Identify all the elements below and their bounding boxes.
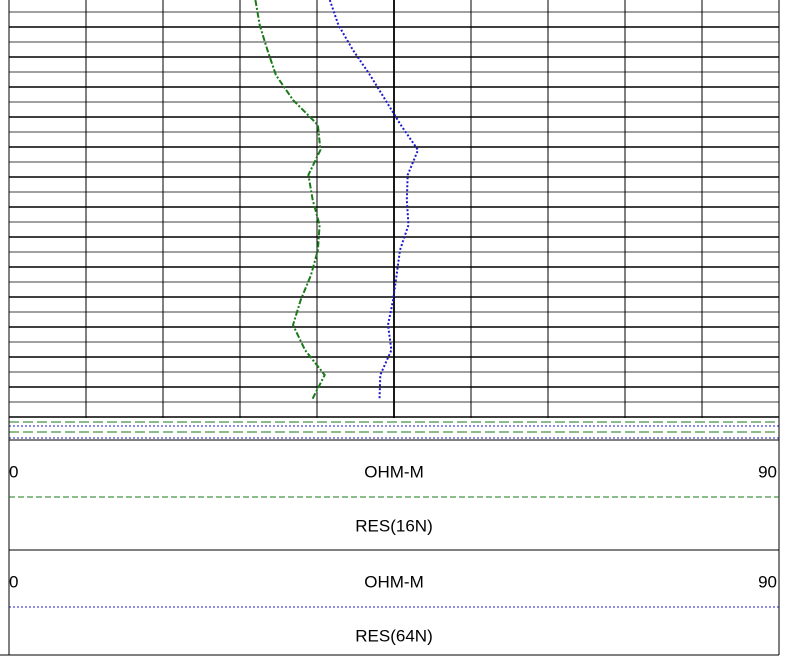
scale-unit: OHM-M: [364, 572, 423, 591]
scale-max: 90: [758, 462, 777, 481]
legend-label: RES(16N): [355, 516, 432, 535]
curve: [254, 0, 326, 401]
legend-label: RES(64N): [355, 626, 432, 645]
scale-min: 0: [9, 462, 18, 481]
scale-max: 90: [758, 572, 777, 591]
scale-unit: OHM-M: [364, 462, 423, 481]
curve: [328, 0, 420, 401]
scale-min: 0: [9, 572, 18, 591]
